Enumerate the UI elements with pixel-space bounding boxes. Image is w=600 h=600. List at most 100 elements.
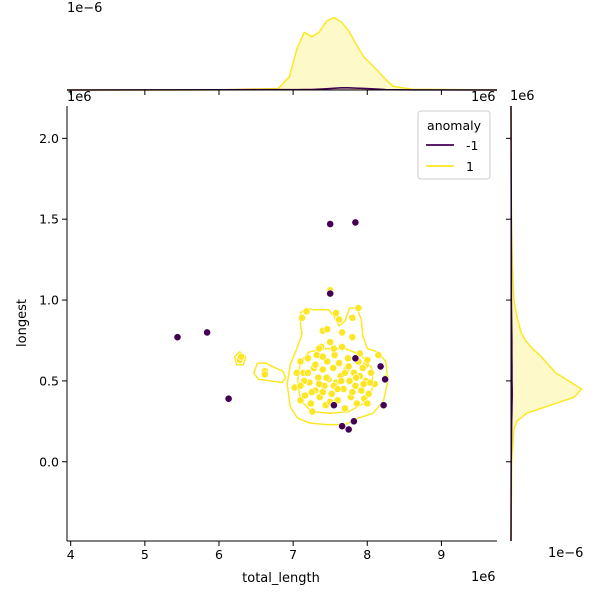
scatter-point-anomaly-1: [341, 404, 349, 413]
scatter-point-anomaly-1: [344, 354, 352, 363]
scatter-point-anomaly-1: [352, 373, 360, 382]
x-tick-label: 4: [67, 547, 75, 562]
scatter-point-anomaly-1: [314, 373, 323, 382]
scatter-point-anomaly-1: [306, 399, 315, 408]
right-marginal-offset-label-top: 1e6: [510, 89, 535, 104]
scatter-point-anomaly-1: [315, 344, 323, 353]
scatter-point-anomaly-1: [323, 357, 332, 366]
scatter-point-anomaly-1: [318, 352, 327, 361]
scatter-point-anomaly-1: [351, 381, 360, 390]
legend-label-1: 1: [466, 159, 474, 174]
x-tick-label: 8: [363, 547, 371, 562]
scatter-point-anomaly-1: [348, 388, 357, 397]
y-tick-label: 2.0: [39, 131, 59, 146]
scatter-point-anomaly-neg1: [376, 362, 385, 371]
scatter-points: [173, 218, 390, 434]
scatter-point-anomaly-1: [335, 315, 343, 324]
scatter-point-anomaly-1: [303, 368, 312, 377]
y-tick-label: 1.0: [39, 293, 59, 308]
scatter-point-anomaly-1: [301, 391, 309, 400]
right-marginal-panel: 1e6 1e−6: [506, 89, 583, 561]
right-marginal-density: [510, 105, 583, 542]
x-axis-ticks: 4 5 6 7 8 9: [67, 541, 445, 562]
x-offset-label: 1e6: [471, 570, 496, 585]
scatter-point-anomaly-1: [308, 407, 317, 416]
scatter-point-anomaly-1: [332, 309, 340, 317]
top-density-anomaly-1-fill: [67, 17, 497, 90]
top-density-anomaly-1-line: [66, 16, 498, 91]
x-tick-label: 7: [289, 547, 297, 562]
scatter-point-anomaly-1: [318, 388, 327, 397]
y-offset-label: 1e6: [67, 90, 92, 105]
right-marginal-ticks: [506, 137, 511, 463]
y-tick-label: 1.5: [39, 212, 59, 227]
scatter-point-anomaly-1: [311, 360, 320, 369]
top-marginal-offset-label: 1e−6: [67, 1, 102, 16]
scatter-point-anomaly-1: [329, 364, 338, 372]
scatter-point-anomaly-1: [329, 344, 338, 353]
top-marginal-ticks: [70, 90, 442, 95]
scatter-point-anomaly-1: [355, 349, 364, 358]
x-tick-label: 6: [215, 547, 223, 562]
legend: anomaly -1 1: [417, 110, 491, 180]
scatter-point-anomaly-neg1: [349, 417, 358, 426]
scatter-point-anomaly-1: [323, 325, 332, 334]
scatter-point-anomaly-1: [303, 354, 312, 363]
right-density-anomaly-1-line: [510, 105, 583, 542]
scatter-point-anomaly-1: [296, 396, 305, 405]
scatter-point-anomaly-neg1: [329, 401, 338, 410]
scatter-point-anomaly-neg1: [338, 422, 346, 431]
right-marginal-offset-label-bottom: 1e−6: [548, 546, 583, 561]
kde-contour-outer: [253, 362, 287, 384]
scatter-point-anomaly-neg1: [224, 394, 233, 403]
scatter-point-anomaly-1: [260, 370, 269, 379]
scatter-point-anomaly-1: [298, 313, 306, 322]
kde-contour-outer: [286, 307, 389, 426]
scatter-point-anomaly-neg1: [326, 289, 335, 298]
scatter-point-anomaly-1: [338, 328, 346, 337]
scatter-point-anomaly-1: [335, 359, 343, 367]
scatter-point-anomaly-neg1: [344, 425, 353, 434]
scatter-point-anomaly-1: [327, 389, 336, 398]
y-tick-label: 0.0: [39, 454, 59, 469]
right-density-anomaly-1-fill: [511, 106, 582, 541]
scatter-point-anomaly-1: [315, 380, 323, 388]
scatter-point-anomaly-1: [333, 385, 342, 393]
y-axis-ticks: 0.0 0.5 1.0 1.5 2.0: [39, 131, 67, 469]
scatter-point-anomaly-neg1: [381, 375, 389, 384]
top-marginal-density: [66, 16, 498, 91]
top-marginal-panel: 1e−6: [66, 1, 498, 95]
scatter-point-anomaly-1: [326, 338, 335, 346]
scatter-point-anomaly-1: [358, 364, 367, 372]
scatter-point-anomaly-1: [322, 373, 331, 382]
scatter-point-anomaly-neg1: [173, 333, 182, 342]
scatter-point-anomaly-1: [354, 304, 363, 312]
scatter-point-anomaly-neg1: [203, 328, 211, 337]
scatter-point-anomaly-1: [296, 381, 305, 390]
legend-label-neg1: -1: [466, 138, 478, 153]
scatter-point-anomaly-neg1: [326, 220, 335, 228]
top-right-offset-label: 1e6: [471, 90, 496, 105]
scatter-point-anomaly-1: [348, 313, 357, 322]
scatter-point-anomaly-1: [367, 368, 375, 377]
scatter-point-anomaly-1: [366, 378, 375, 387]
scatter-point-anomaly-1: [296, 357, 305, 366]
x-tick-label: 5: [141, 547, 149, 562]
scatter-point-anomaly-neg1: [351, 218, 360, 227]
y-axis-label: longest: [15, 299, 30, 347]
y-tick-label: 0.5: [39, 373, 59, 388]
scatter-point-anomaly-1: [341, 368, 349, 377]
scatter-point-anomaly-1: [364, 389, 373, 398]
scatter-point-anomaly-neg1: [379, 401, 388, 410]
scatter-point-anomaly-1: [330, 351, 339, 359]
scatter-point-anomaly-1: [363, 399, 372, 408]
x-tick-label: 9: [437, 547, 445, 562]
scatter-point-anomaly-1: [348, 333, 357, 342]
legend-title: anomaly: [427, 118, 482, 133]
scatter-point-anomaly-1: [337, 376, 346, 385]
scatter-point-anomaly-1: [374, 351, 383, 359]
main-plot-panel: 4 5 6 7 8 9 0.0 0.5 1.0 1.5 2.0 1e6 1e6 1e6 total…: [15, 90, 497, 586]
scatter-point-anomaly-1: [307, 388, 316, 397]
scatter-point-anomaly-neg1: [351, 354, 360, 363]
